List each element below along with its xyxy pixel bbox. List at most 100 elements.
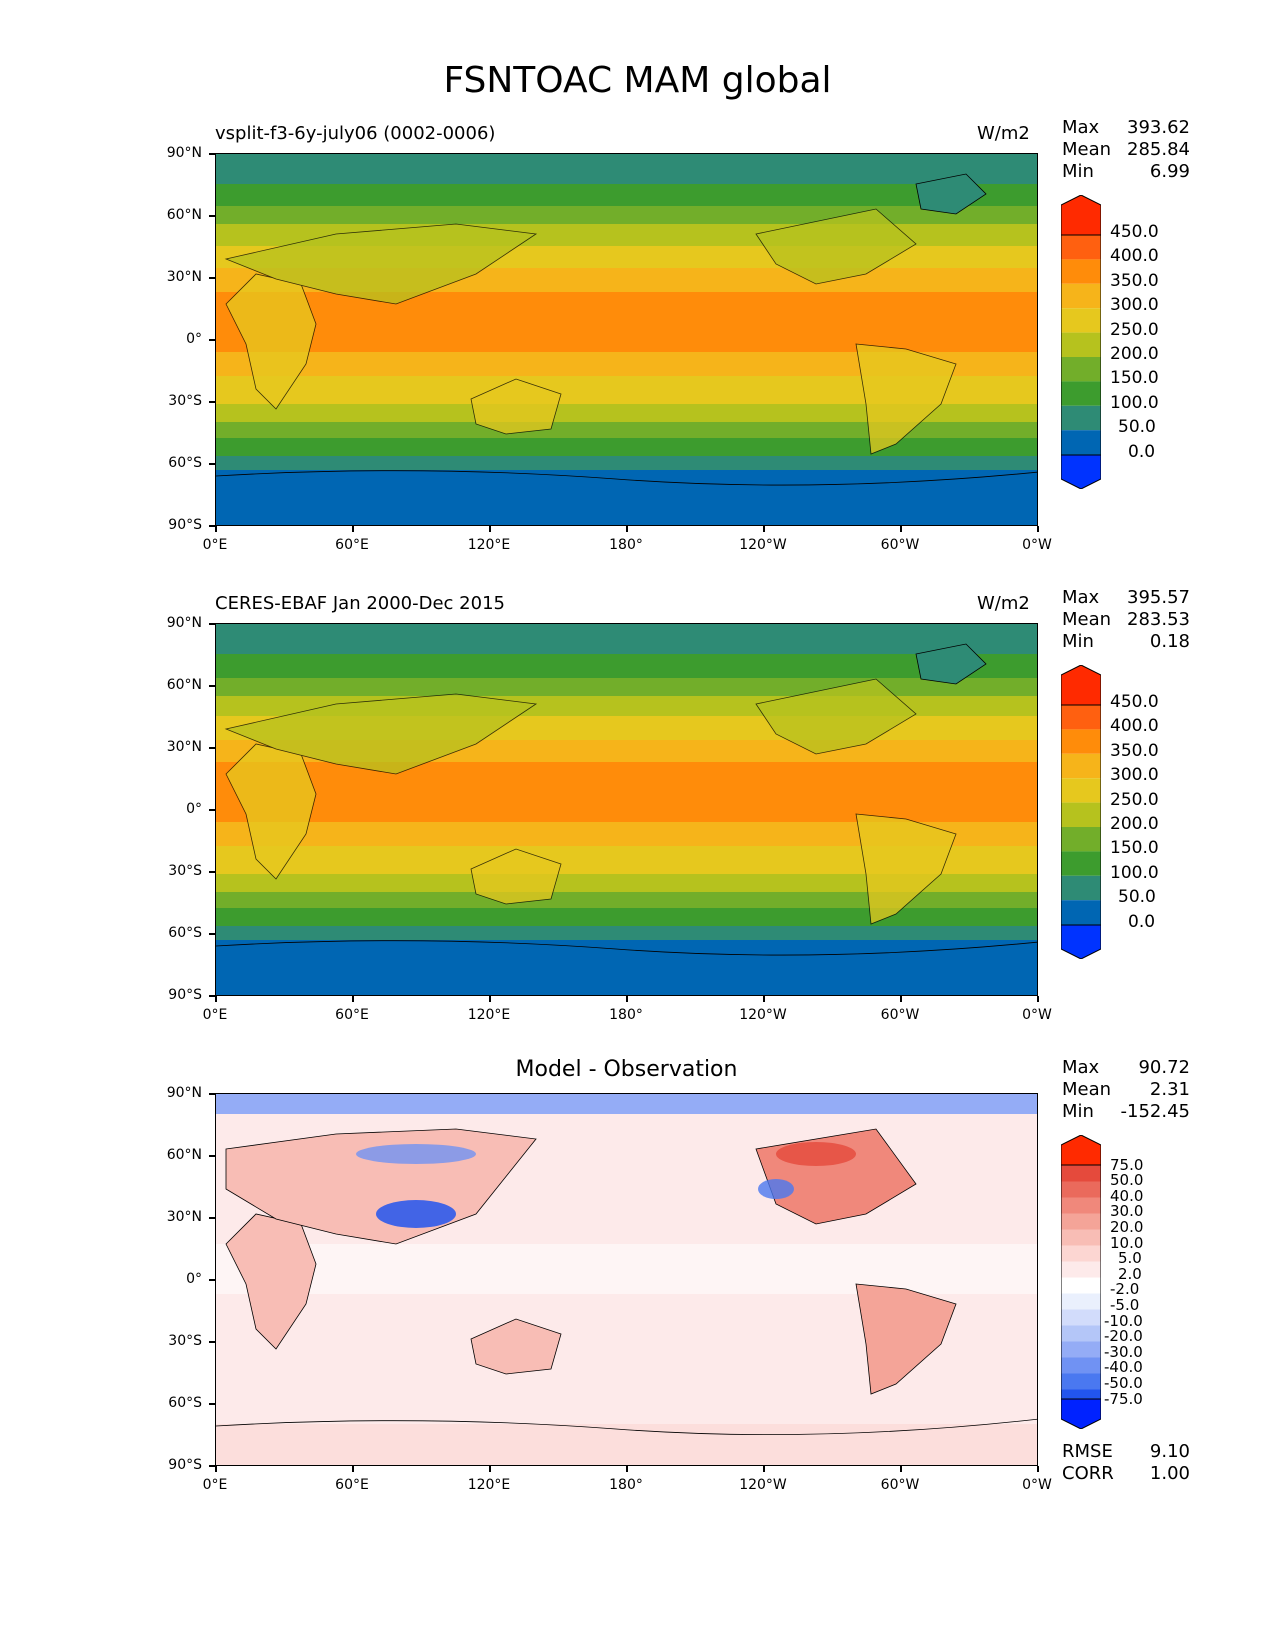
stat-max-label: Max (1062, 1057, 1100, 1078)
lon-tick: 60°W (880, 1477, 920, 1493)
colorbar-tick: 20.0 (1110, 1218, 1144, 1236)
colorbar-tick: -10.0 (1104, 1312, 1143, 1330)
colorbar-tick: 50.0 (1110, 1171, 1144, 1189)
stat-max-value: 90.72 (1138, 1057, 1190, 1078)
stat-max-value: 393.62 (1127, 117, 1190, 138)
units-label: W/m2 (977, 123, 1030, 144)
stat-min-value: 0.18 (1149, 631, 1190, 652)
lat-tick: 90°N (166, 615, 202, 631)
colorbar-tick: -50.0 (1104, 1374, 1143, 1392)
rmse-label: RMSE (1062, 1441, 1113, 1462)
figure-title: FSNTOAC MAM global (443, 60, 832, 101)
colorbar-tick: 40.0 (1110, 1187, 1144, 1205)
colorbar-tick: 300.0 (1110, 765, 1159, 785)
lon-tick: 120°W (739, 537, 787, 553)
colorbar-tick: 400.0 (1110, 246, 1159, 266)
colorbar-tick: 10.0 (1110, 1234, 1144, 1252)
colorbar-tick: 50.0 (1118, 887, 1156, 907)
lat-tick: 60°S (168, 925, 202, 941)
rmse-value: 9.10 (1149, 1441, 1190, 1462)
lat-tick: 90°S (168, 1457, 202, 1473)
colorbar-tick: -2.0 (1110, 1280, 1140, 1298)
colorbar-tick: 300.0 (1110, 295, 1159, 315)
units-label: W/m2 (977, 593, 1030, 614)
colorbar-tick: 0.0 (1128, 912, 1156, 932)
lon-tick: 180° (609, 1477, 643, 1493)
stat-mean-label: Mean (1062, 139, 1112, 160)
lat-tick: 0° (186, 331, 202, 347)
lon-tick: 0°E (202, 537, 228, 553)
colorbar-tick: 5.0 (1118, 1249, 1142, 1267)
lat-tick: 30°S (168, 1333, 202, 1349)
corr-label: CORR (1062, 1463, 1114, 1484)
lon-tick: 0°W (1022, 1007, 1052, 1023)
colorbar-tick: 100.0 (1110, 863, 1159, 883)
lat-tick: 90°N (166, 145, 202, 161)
colorbar-tick: -30.0 (1104, 1343, 1143, 1361)
lon-tick: 120°W (739, 1007, 787, 1023)
colorbar-tick: -20.0 (1104, 1327, 1143, 1345)
lat-tick: 30°N (166, 269, 202, 285)
colorbar-tick: 200.0 (1110, 344, 1159, 364)
map-plot (215, 1093, 1038, 1466)
lat-tick: 60°N (166, 677, 202, 693)
lon-tick: 60°E (335, 1007, 369, 1023)
lat-tick: 30°N (166, 1209, 202, 1225)
stat-mean-label: Mean (1062, 609, 1112, 630)
lat-tick: 60°S (168, 1395, 202, 1411)
lon-tick: 120°W (739, 1477, 787, 1493)
lon-tick: 120°E (467, 537, 511, 553)
lat-tick: 0° (186, 801, 202, 817)
lon-tick: 120°E (467, 1477, 511, 1493)
lon-tick: 180° (609, 537, 643, 553)
panel-title: CERES-EBAF Jan 2000-Dec 2015 (215, 593, 505, 614)
land-areas (224, 208, 957, 455)
corr-value: 1.00 (1149, 1463, 1190, 1484)
lon-tick: 60°E (335, 537, 369, 553)
stat-min-label: Min (1062, 161, 1094, 182)
stat-mean-label: Mean (1062, 1079, 1112, 1100)
lon-tick: 120°E (467, 1007, 511, 1023)
lon-tick: 0°E (202, 1477, 228, 1493)
stat-max-value: 395.57 (1127, 587, 1190, 608)
stat-max-label: Max (1062, 587, 1100, 608)
stat-mean-value: 2.31 (1149, 1079, 1190, 1100)
stat-min-label: Min (1062, 631, 1094, 652)
lat-tick: 90°S (168, 987, 202, 1003)
stat-max-label: Max (1062, 117, 1100, 138)
colorbar-tick: 0.0 (1128, 442, 1156, 462)
lat-tick: 30°S (168, 863, 202, 879)
lat-tick: 90°S (168, 517, 202, 533)
colorbar-tick: 75.0 (1110, 1156, 1144, 1174)
land-areas (224, 678, 957, 925)
stat-min-label: Min (1062, 1101, 1094, 1122)
lon-tick: 0°W (1022, 537, 1052, 553)
colorbar-tick: 450.0 (1110, 222, 1159, 242)
colorbar-tick: 450.0 (1110, 692, 1159, 712)
colorbar-tick: 50.0 (1118, 417, 1156, 437)
colorbar-tick: 400.0 (1110, 716, 1159, 736)
colorbar-tick: 150.0 (1110, 368, 1159, 388)
colorbar-tick: 100.0 (1110, 393, 1159, 413)
colorbar (1060, 194, 1102, 493)
panel-title: vsplit-f3-6y-july06 (0002-0006) (215, 123, 496, 144)
lon-tick: 0°E (202, 1007, 228, 1023)
colorbar (1060, 1134, 1102, 1433)
stat-min-value: 6.99 (1149, 161, 1190, 182)
colorbar-tick: -40.0 (1104, 1358, 1143, 1376)
stat-mean-value: 283.53 (1127, 609, 1190, 630)
lat-tick: 60°N (166, 207, 202, 223)
stat-mean-value: 285.84 (1127, 139, 1190, 160)
lon-tick: 60°W (880, 537, 920, 553)
lat-tick: 30°S (168, 393, 202, 409)
lon-tick: 60°E (335, 1477, 369, 1493)
colorbar-tick: -5.0 (1110, 1296, 1140, 1314)
lon-tick: 180° (609, 1007, 643, 1023)
colorbar-tick: -75.0 (1104, 1390, 1143, 1408)
lat-tick: 30°N (166, 739, 202, 755)
stat-min-value: -152.45 (1120, 1101, 1190, 1122)
colorbar-tick: 200.0 (1110, 814, 1159, 834)
colorbar-tick: 250.0 (1110, 790, 1159, 810)
lat-tick: 60°S (168, 455, 202, 471)
lat-tick: 60°N (166, 1147, 202, 1163)
